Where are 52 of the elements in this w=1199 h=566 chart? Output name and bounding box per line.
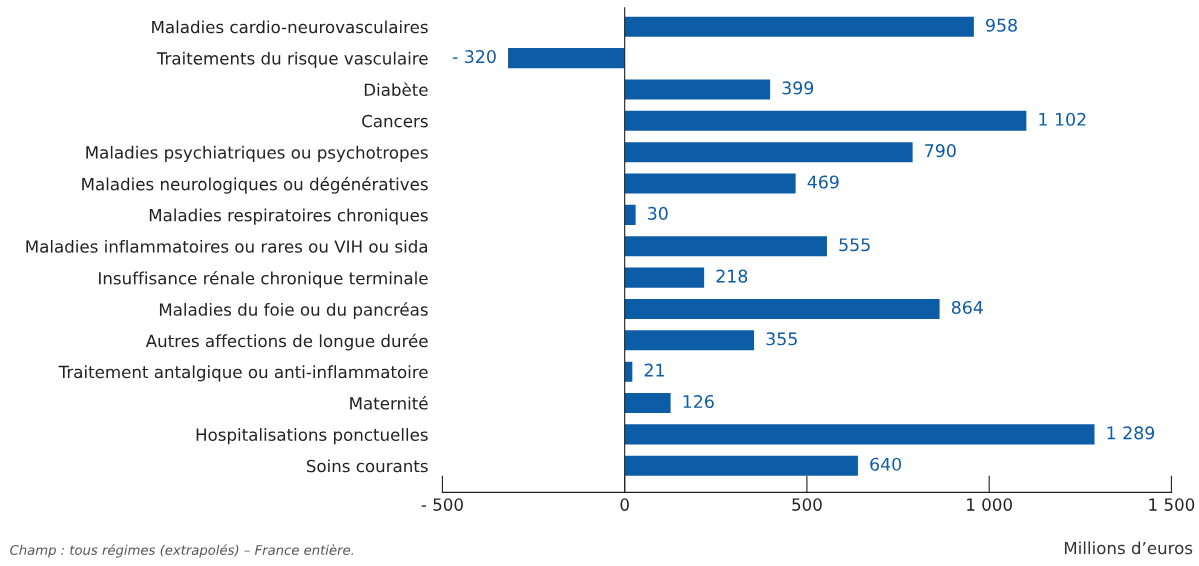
- data-label: 640: [870, 457, 902, 471]
- y-tick-label: Maternité: [350, 396, 428, 410]
- x-axis-title: Millions d’euros: [1064, 541, 1193, 555]
- y-tick-label: Maladies respiratoires chroniques: [149, 208, 428, 225]
- x-tick-label: 0: [620, 498, 629, 511]
- bar: [624, 361, 633, 382]
- y-tick-label: Traitement antalgique ou anti-inflammatoire: [58, 365, 428, 382]
- data-label: 126: [683, 394, 714, 409]
- data-label: 1 102: [1039, 112, 1086, 126]
- y-tick-label: Maladies inflammatoires ou rares ou VIH ou sida: [26, 239, 428, 253]
- data-label: 355: [766, 332, 797, 346]
- y-tick-label: Maladies cardio-neurovasculaires: [152, 20, 428, 34]
- bar: [624, 298, 940, 319]
- bar: [624, 236, 827, 257]
- data-label: 399: [782, 81, 814, 95]
- data-label: 30: [648, 206, 668, 220]
- text: Champ : tous régimes (extrapolés) – France entière.: [10, 544, 354, 558]
- x-tick-label: 1 000: [967, 498, 1012, 511]
- y-tick-label: Diabète: [364, 82, 428, 97]
- data-label: 790: [925, 144, 956, 158]
- y-tick-label: Soins courants: [306, 459, 428, 473]
- x-tick-label: - 500: [421, 498, 463, 511]
- bar: [624, 79, 771, 100]
- data-label: 21: [644, 363, 664, 377]
- bar: [624, 142, 913, 163]
- x-tick-label: 500: [792, 498, 822, 511]
- y-tick-label: Traitements du risque vasculaire: [156, 51, 428, 68]
- bar: [624, 16, 974, 37]
- y-tick-label: Insuffisance rénale chronique terminale: [99, 270, 428, 288]
- data-label: 864: [951, 300, 983, 315]
- bar: [624, 110, 1027, 131]
- bar: [624, 330, 755, 351]
- y-tick-label: Maladies neurologiques ou dégénératives: [82, 176, 428, 194]
- x-tick-label: 1 500: [1149, 498, 1195, 511]
- bar: [624, 267, 705, 288]
- data-label: 555: [839, 238, 870, 252]
- data-label: 958: [986, 18, 1017, 32]
- data-label: 1 289: [1107, 426, 1155, 440]
- data-label: 218: [716, 269, 748, 283]
- data-label: 469: [807, 175, 839, 189]
- y-tick-label: Maladies psychiatriques ou psychotropes: [86, 145, 428, 162]
- data-label: - 320: [452, 50, 496, 64]
- y-tick-label: Autres affections de longue durée: [145, 333, 428, 351]
- bar: [508, 48, 625, 69]
- y-tick-label: Hospitalisations ponctuelles: [196, 428, 428, 445]
- y-tick-label: Cancers: [362, 114, 428, 128]
- y-tick-label: Maladies du foie ou du pancréas: [159, 302, 428, 320]
- bar: [624, 204, 636, 225]
- bar: [624, 173, 796, 194]
- bar: [624, 455, 858, 476]
- bar: [624, 424, 1095, 445]
- bar: [624, 393, 671, 414]
